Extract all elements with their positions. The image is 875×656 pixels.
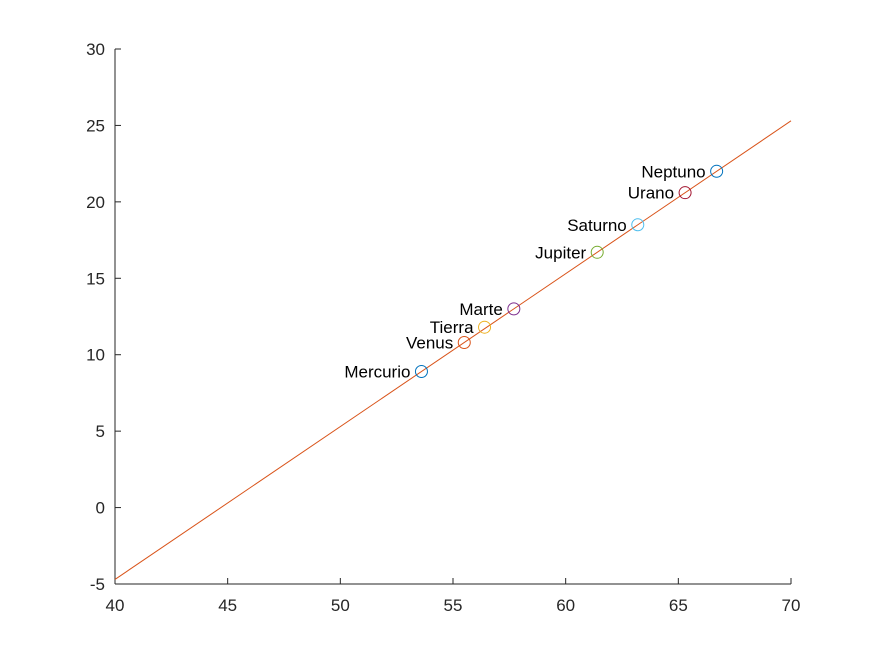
y-tick-label: 5 — [96, 422, 105, 441]
x-tick-label: 60 — [556, 596, 575, 615]
x-tick-label: 45 — [218, 596, 237, 615]
point-label: Marte — [459, 300, 502, 319]
y-tick-label: 15 — [86, 269, 105, 288]
data-point — [631, 218, 645, 232]
points-group — [414, 164, 724, 379]
data-point — [457, 335, 471, 349]
data-point — [710, 164, 724, 178]
point-label: Saturno — [567, 216, 627, 235]
point-label: Venus — [406, 333, 453, 352]
data-point — [590, 245, 604, 259]
fit-line-group — [114, 120, 792, 580]
point-label: Tierra — [430, 318, 474, 337]
x-tick-label: 70 — [782, 596, 801, 615]
data-point — [478, 320, 492, 334]
y-tick-label: 30 — [86, 40, 105, 59]
point-label: Mercurio — [344, 363, 410, 382]
data-point — [507, 302, 521, 316]
x-tick-label: 65 — [669, 596, 688, 615]
y-tick-label: 20 — [86, 193, 105, 212]
y-tick-label: -5 — [90, 575, 105, 594]
fit-line — [114, 120, 792, 580]
x-tick-label: 50 — [331, 596, 350, 615]
x-tick-label: 55 — [444, 596, 463, 615]
x-tick-label: 40 — [106, 596, 125, 615]
y-tick-label: 0 — [96, 499, 105, 518]
data-point — [414, 365, 428, 379]
point-label: Urano — [628, 184, 674, 203]
point-label: Jupiter — [535, 243, 586, 262]
point-label: Neptuno — [641, 162, 705, 181]
data-point — [678, 186, 692, 200]
axes: 40 45 50 55 60 65 70 -5 0 5 10 15 20 25 30 — [86, 40, 800, 615]
y-tick-label: 25 — [86, 116, 105, 135]
y-tick-label: 10 — [86, 346, 105, 365]
